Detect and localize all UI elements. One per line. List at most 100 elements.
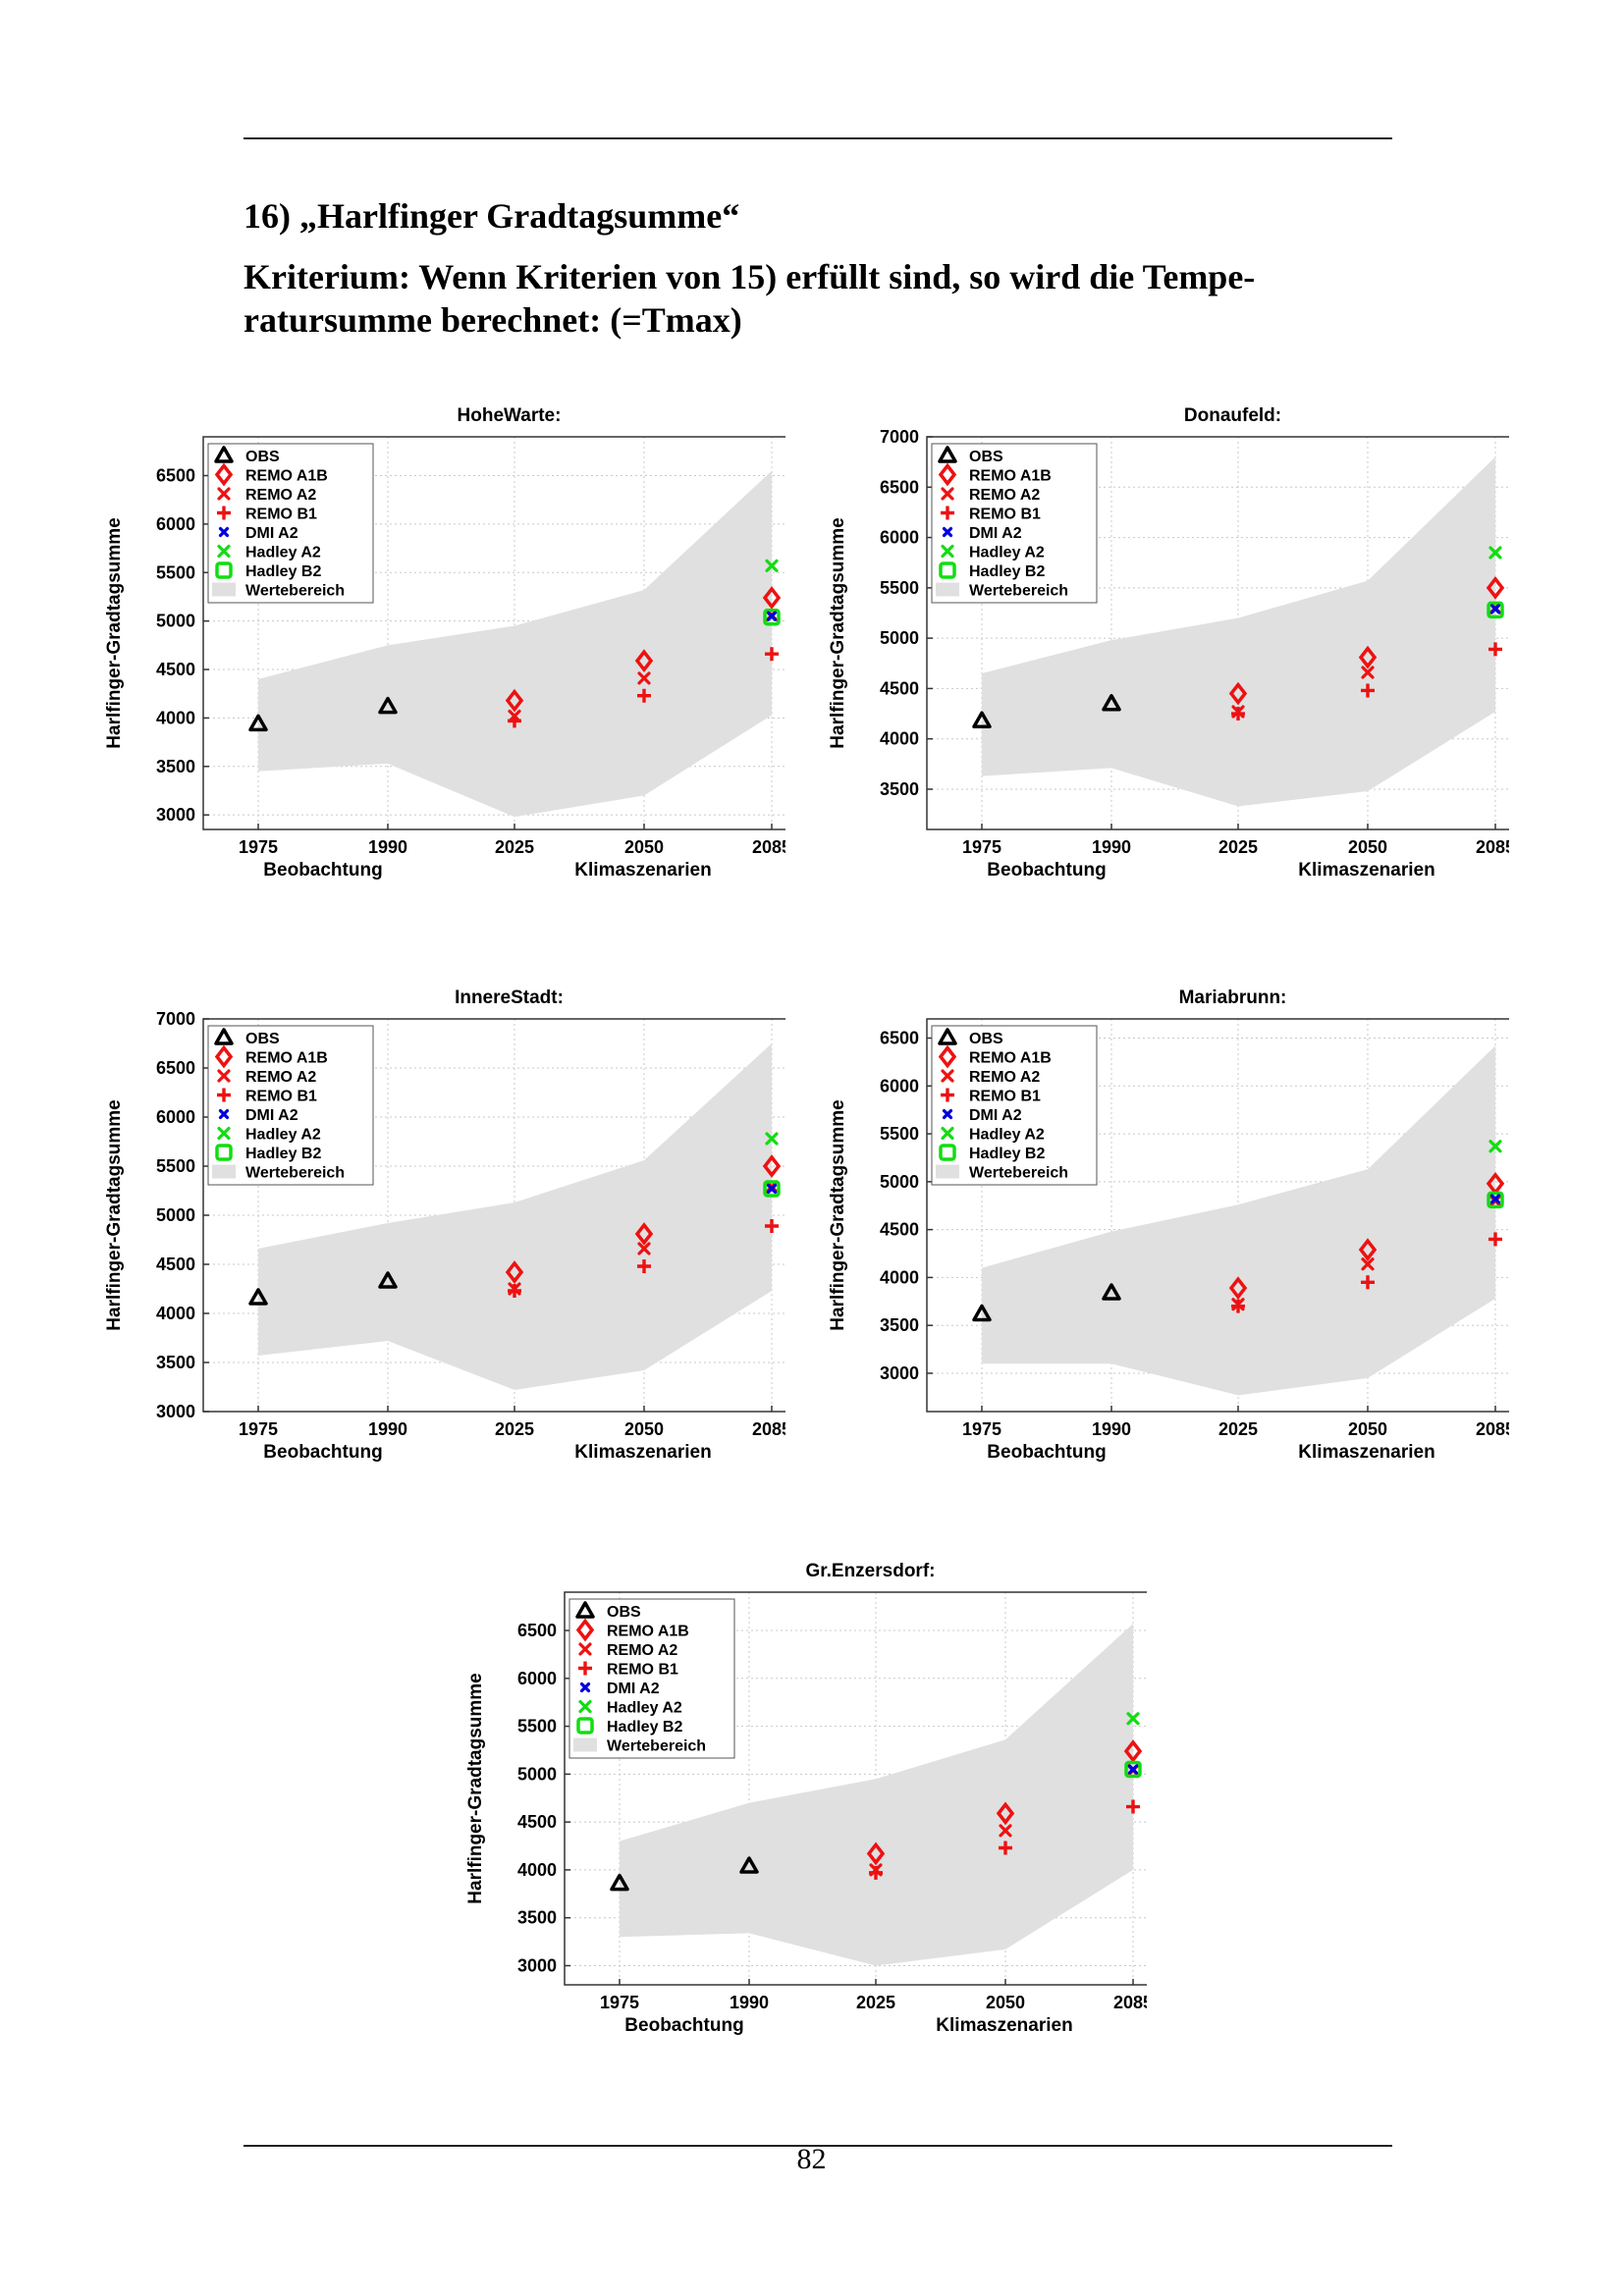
y-tick-label: 4500 bbox=[880, 678, 919, 698]
marker-obs bbox=[972, 711, 992, 728]
legend-marker-obs bbox=[938, 446, 957, 463]
marker-remo-a1b bbox=[1358, 1238, 1378, 1261]
legend-label: REMO A2 bbox=[969, 487, 1040, 504]
marker-remo-a1b bbox=[762, 1154, 782, 1178]
chart-title: Gr.Enzersdorf: bbox=[806, 1561, 936, 1581]
legend-swatch-range bbox=[212, 1164, 236, 1179]
legend-marker-dmi-a2 bbox=[218, 1108, 230, 1120]
legend-marker-remo-a1b bbox=[575, 1618, 595, 1642]
x-tick-label: 1990 bbox=[730, 1993, 769, 2012]
x-tick-label: 1990 bbox=[1092, 1419, 1131, 1439]
header-rule bbox=[243, 137, 1392, 139]
x-tick-label: 1975 bbox=[962, 837, 1001, 857]
legend-marker-hadley-a2 bbox=[941, 1126, 954, 1141]
marker-hadley-a2 bbox=[1488, 1140, 1502, 1153]
y-tick-label: 3500 bbox=[880, 779, 919, 799]
legend-marker-remo-a2 bbox=[578, 1642, 592, 1656]
marker-obs bbox=[610, 1873, 629, 1892]
x-axis-label-observation: Beobachtung bbox=[624, 2015, 743, 2036]
y-axis-label: Harlfinger-Gradtagsumme bbox=[828, 517, 848, 748]
marker-obs bbox=[1102, 1283, 1121, 1301]
legend-label: Wertebereich bbox=[969, 583, 1068, 600]
marker-remo-a2 bbox=[508, 709, 521, 723]
legend-label: REMO A1B bbox=[969, 1050, 1052, 1067]
x-tick-label: 2085 bbox=[1113, 1993, 1147, 2012]
marker-remo-a2 bbox=[508, 1282, 521, 1296]
legend-label: OBS bbox=[969, 449, 1003, 465]
x-axis-label-observation: Beobachtung bbox=[987, 1442, 1106, 1463]
marker-obs bbox=[972, 1304, 992, 1322]
footer-rule bbox=[243, 2145, 1392, 2147]
criterion-line-2: ratursumme berechnet: (=Tmax) bbox=[243, 300, 742, 340]
marker-dmi-a2 bbox=[1489, 1194, 1501, 1204]
legend-label: OBS bbox=[969, 1031, 1003, 1047]
legend-label: OBS bbox=[607, 1604, 641, 1621]
legend-box bbox=[931, 1025, 1098, 1186]
legend-marker-remo-a1b bbox=[938, 1044, 957, 1069]
legend-swatch-range bbox=[573, 1737, 597, 1752]
legend-marker-obs bbox=[938, 1028, 957, 1045]
marker-remo-a2 bbox=[1361, 1257, 1375, 1271]
legend-swatch-range bbox=[936, 582, 959, 597]
marker-obs bbox=[248, 714, 268, 732]
y-tick-label: 6000 bbox=[156, 514, 195, 534]
x-tick-label: 2025 bbox=[1218, 1419, 1258, 1439]
marker-remo-a2 bbox=[1231, 705, 1245, 719]
y-axis-label: Harlfinger-Gradtagsumme bbox=[104, 1099, 125, 1330]
y-tick-label: 4000 bbox=[156, 708, 195, 727]
y-tick-label: 4500 bbox=[880, 1220, 919, 1240]
marker-remo-b1 bbox=[1126, 1799, 1140, 1814]
x-tick-label: 2050 bbox=[1348, 837, 1387, 857]
legend-marker-remo-a1b bbox=[938, 462, 957, 487]
y-tick-label: 5000 bbox=[880, 628, 919, 648]
plot-frame bbox=[926, 1018, 1509, 1413]
chart-mariabrunn: Mariabrunn: 3000 3500 4000 4500 5000 5500 6000 6… bbox=[822, 970, 1509, 1470]
marker-remo-b1 bbox=[637, 688, 651, 703]
y-tick-label: 5000 bbox=[156, 612, 195, 631]
legend-marker-hadley-b2 bbox=[215, 561, 233, 579]
legend-marker-remo-a2 bbox=[217, 487, 231, 501]
x-tick-label: 2050 bbox=[986, 1993, 1025, 2012]
y-tick-label: 5000 bbox=[156, 1205, 195, 1225]
y-tick-label: 6000 bbox=[880, 1076, 919, 1095]
y-tick-label: 5000 bbox=[880, 1172, 919, 1192]
marker-remo-a1b bbox=[1228, 681, 1248, 706]
legend-box bbox=[931, 443, 1098, 604]
y-tick-label: 4000 bbox=[880, 729, 919, 749]
y-tick-label: 6500 bbox=[517, 1621, 557, 1640]
x-axis-label-scenarios: Klimaszenarien bbox=[1298, 1442, 1434, 1463]
y-axis-label: Harlfinger-Gradtagsumme bbox=[828, 1099, 848, 1330]
marker-remo-a1b bbox=[505, 1260, 524, 1284]
marker-remo-a1b bbox=[634, 649, 654, 672]
marker-remo-a2 bbox=[1231, 1298, 1245, 1311]
x-tick-label: 2050 bbox=[624, 1419, 664, 1439]
legend-marker-hadley-a2 bbox=[217, 544, 231, 559]
y-tick-label: 6500 bbox=[156, 1058, 195, 1078]
y-tick-label: 4500 bbox=[156, 660, 195, 679]
marker-remo-a1b bbox=[1486, 575, 1505, 600]
legend-label: REMO A1B bbox=[607, 1624, 689, 1640]
legend-label: REMO B1 bbox=[245, 1089, 317, 1105]
legend-label: REMO A1B bbox=[245, 1050, 328, 1067]
y-tick-label: 3500 bbox=[156, 1353, 195, 1372]
y-tick-label: 4000 bbox=[156, 1304, 195, 1323]
legend-marker-hadley-a2 bbox=[217, 1126, 231, 1141]
marker-remo-b1 bbox=[1361, 1275, 1375, 1290]
marker-dmi-a2 bbox=[766, 611, 778, 621]
y-tick-label: 6500 bbox=[880, 1029, 919, 1048]
legend-label: Hadley B2 bbox=[607, 1719, 682, 1735]
legend-marker-remo-a2 bbox=[941, 1069, 954, 1083]
y-tick-label: 5500 bbox=[880, 578, 919, 598]
legend-marker-obs bbox=[214, 1028, 234, 1045]
y-tick-label: 3500 bbox=[517, 1908, 557, 1928]
chart-svg: Gr.Enzersdorf: 3000 3500 4000 4500 5000 5500 60… bbox=[465, 1561, 1147, 2036]
page-number: 82 bbox=[796, 2143, 827, 2175]
y-tick-label: 5500 bbox=[517, 1717, 557, 1736]
legend-marker-remo-b1 bbox=[941, 1088, 954, 1102]
marker-remo-a2 bbox=[637, 671, 651, 685]
legend-box bbox=[207, 443, 374, 604]
legend-marker-remo-b1 bbox=[217, 1088, 231, 1102]
legend-label: Wertebereich bbox=[607, 1738, 706, 1755]
y-tick-label: 7000 bbox=[880, 427, 919, 447]
marker-hadley-b2 bbox=[1487, 601, 1504, 619]
